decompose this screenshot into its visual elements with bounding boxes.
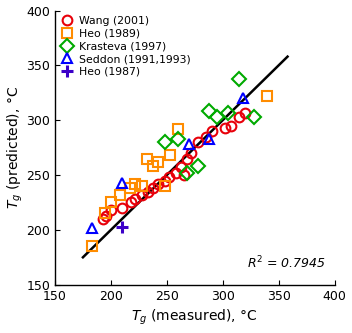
Y-axis label: $T_{g}$ (predicted), °C: $T_{g}$ (predicted), °C xyxy=(6,86,25,209)
Legend: Wang (2001), Heo (1989), Krasteva (1997), Seddon (1991,1993), Heo (1987): Wang (2001), Heo (1989), Krasteva (1997)… xyxy=(58,14,193,79)
X-axis label: $T_{g}$ (measured), °C: $T_{g}$ (measured), °C xyxy=(131,308,258,327)
Text: $R^{2}$ = 0.7945: $R^{2}$ = 0.7945 xyxy=(247,254,326,271)
